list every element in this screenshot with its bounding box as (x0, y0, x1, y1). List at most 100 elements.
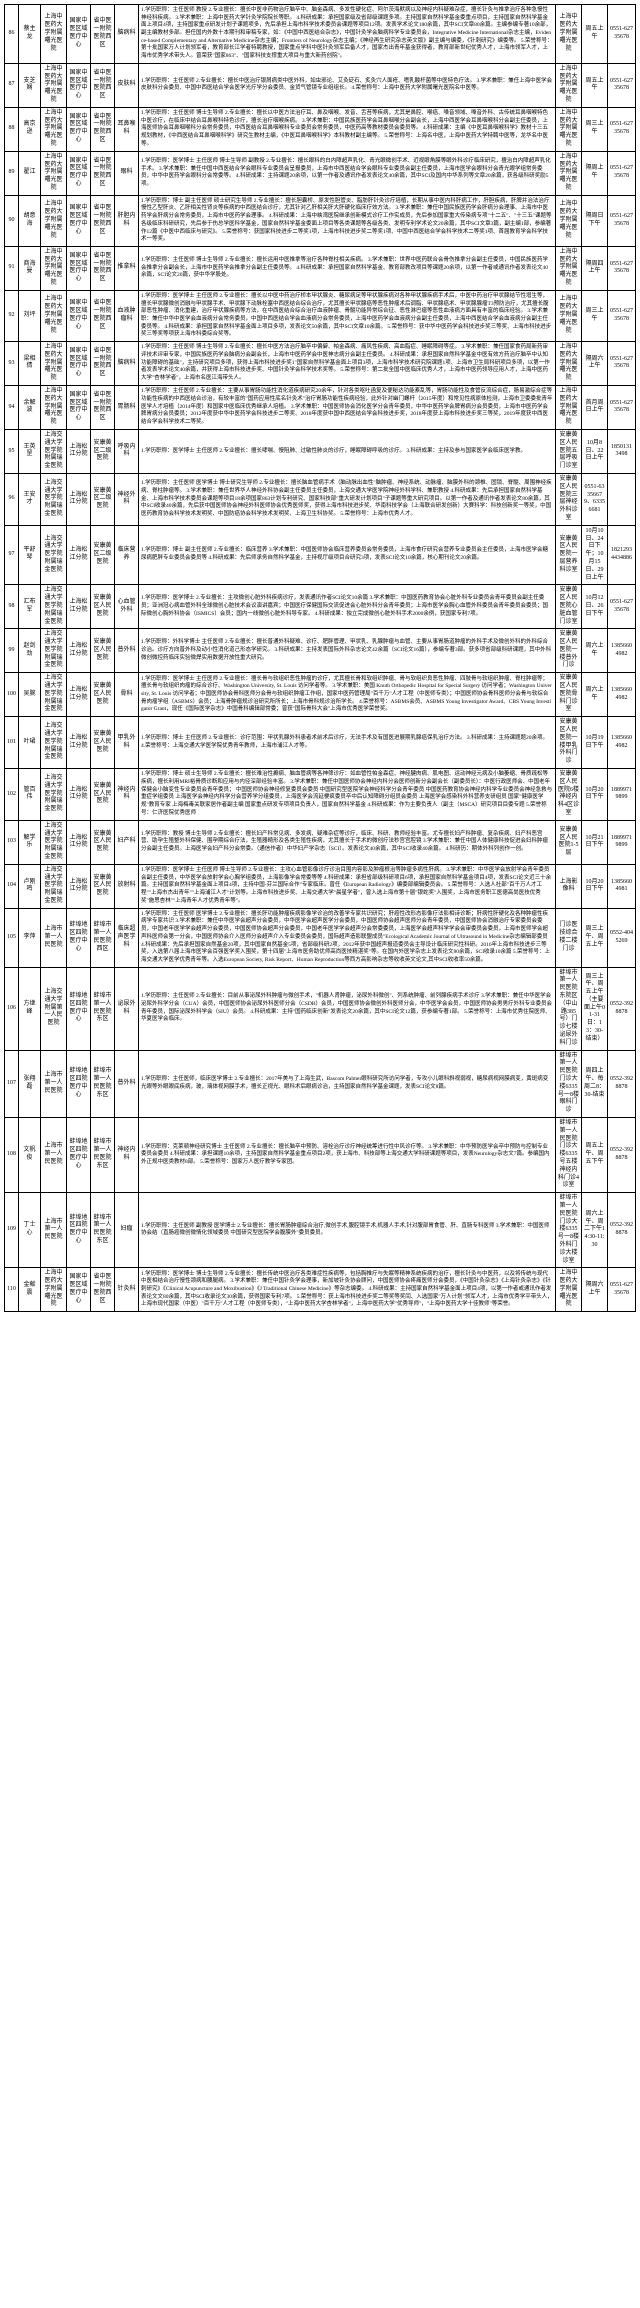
department: 皮肤科 (115, 63, 139, 107)
organization: 国家中医区域医疗中心 (67, 195, 91, 246)
hospital: 上海中医药大学附属曙光医院 (41, 385, 67, 429)
branch: 省中医一附院医院西区 (91, 151, 115, 195)
department: 妇瘤 (115, 1193, 139, 1268)
description: 1.学历职称：主任医师 2.专业擅长：擅长中医治疗银屑病类中医外科，如虫邪论、艾… (139, 63, 556, 107)
description: 1.学历职称：主任医师 博士生导师 2.专业擅长：擅长中医方法治疗脑卒中偏僻、帕… (139, 342, 556, 386)
organization: 国家中医区域医疗中心 (67, 5, 91, 64)
location: 蚌埠市第一人民医院东院区（中山路385号）门诊七楼泌尿外科门诊 (556, 967, 582, 1050)
phone: 0551-62735678 (608, 290, 636, 341)
phone: 0552-3928878 (608, 967, 636, 1050)
location: 安康黄区人民医院一楼普外门诊 (556, 629, 582, 673)
description: 1.学历职称：博士 主任医师 2.专业擅长：诊疗范围：甲状乳腺外科患者术前术后诊… (139, 717, 556, 769)
table-row: 108文帆俊上海市第一人民医院蚌埠地区四院医疗中心蚌埠市第一人民医院东区神经内科… (5, 1117, 636, 1192)
hospital: 上海中医药大学附属曙光医院 (41, 195, 67, 246)
table-row: 105李萍上海市第一人民医院蚌埠地区四院医疗中心蚌埠市第一人民医院西区临床超声医… (5, 908, 636, 967)
schedule: 10月12日、26日下午 (582, 585, 608, 629)
schedule: 10月21日下午 (582, 820, 608, 864)
expert-name: 平舒琴 (19, 525, 41, 585)
hospital: 上海交通大学医学院附属瑞金医院 (41, 629, 67, 673)
row-index: 88 (5, 107, 19, 151)
location: 安康黄区人民医院骨科门诊室 (556, 673, 582, 717)
department: 骨科 (115, 673, 139, 717)
department: 心血管外科 (115, 585, 139, 629)
table-row: 101叶珺上海交通大学医学院附属瑞金医院上海松江分院安康黄区人民医院甲乳外科1.… (5, 717, 636, 769)
table-row: 87支芝娴上海中医药大学附属曙光医院国家中医区域医疗中心省中医一附院医院西区皮肤… (5, 63, 636, 107)
location: 安康黄区人民医院心脏血管门诊室 (556, 585, 582, 629)
schedule: 10月8日、22日上午 (582, 429, 608, 473)
description: 1.学历职称：医学博士 主任医师 2.专业擅长：擅长以中医中药治疗桥本甲状腺炎、… (139, 290, 556, 341)
location: 上海中医药大学附属曙光医院 (556, 290, 582, 341)
location: 上海中医药大学附属曙光医院 (556, 5, 582, 64)
hospital: 上海交通大学医学院附属瑞金医院 (41, 769, 67, 821)
hospital: 上海交通大学附属第一人民医院 (41, 967, 67, 1050)
phone: 0551-62735678 (608, 1268, 636, 1312)
expert-name: 赵剑劲 (19, 629, 41, 673)
organization: 上海松江分院 (67, 525, 91, 585)
row-index: 93 (5, 342, 19, 386)
row-index: 106 (5, 967, 19, 1050)
expert-name: 丁士心 (19, 1193, 41, 1268)
branch: 蚌埠市第一人民医院东区 (91, 967, 115, 1050)
phone: 0551-62735678 (608, 63, 636, 107)
phone: 13856604982 (608, 717, 636, 769)
department: 眼科 (115, 151, 139, 195)
row-index: 87 (5, 63, 19, 107)
organization: 上海松江分院 (67, 820, 91, 864)
expert-name: 高京逊 (19, 107, 41, 151)
department: 推拿科 (115, 246, 139, 290)
location: 上海中医药大学附属曙光医院 (556, 151, 582, 195)
description: 1.学历职称：医学博士 主任医师 2.专业擅长：擅长骨与软组织恶性肿瘤的诊疗，尤… (139, 673, 556, 717)
expert-table: 86蔡主龙上海中医药大学附属曙光医院国家中医区域医疗中心省中医一附院医院西区脑病… (4, 4, 636, 1312)
row-index: 90 (5, 195, 19, 246)
expert-name: 李萍 (19, 908, 41, 967)
department: 普外科 (115, 629, 139, 673)
table-row: 89翟江上海中医药大学附属曙光医院国家中医区域医疗中心省中医一附院医院西区眼科1… (5, 151, 636, 195)
expert-name: 张翔磊 (19, 1050, 41, 1117)
table-row: 104卢刚鸣上海交通大学医学院附属瑞金医院上海松江分院安康黄区人民医院放射科1.… (5, 864, 636, 908)
hospital: 上海中医药大学附属曙光医院 (41, 246, 67, 290)
organization: 上海松江分院 (67, 864, 91, 908)
branch: 省中医一附院医院西区 (91, 195, 115, 246)
phone: 0552-3928878 (608, 1050, 636, 1117)
organization: 国家中医区域医疗中心 (67, 290, 91, 341)
expert-name: 胡意海 (19, 195, 41, 246)
table-row: 91商海曼上海中医药大学附属曙光医院国家中医区域医疗中心省中医一附院医院西区推拿… (5, 246, 636, 290)
description: 1.学历职称：主任医师 博士生导师 2.专业擅长：擅长运用中医推拿等治疗各种脊柱… (139, 246, 556, 290)
schedule: 周三上午、周五上午（主要面上午01-31日：13：30-结束） (582, 967, 608, 1050)
hospital: 上海中医药大学附属曙光医院 (41, 342, 67, 386)
location: 蚌埠市第一人民医院门诊大楼6335号一8楼外科门诊大楼诊室 (556, 1193, 582, 1268)
schedule: 周三上午 (582, 290, 608, 341)
hospital: 上海交通大学医学院附属瑞金医院 (41, 525, 67, 585)
schedule: 周六上午 (582, 673, 608, 717)
row-index: 96 (5, 473, 19, 525)
branch: 安康黄区二级医院 (91, 473, 115, 525)
expert-name: 刘坪 (19, 290, 41, 341)
schedule: 周三上午 (582, 107, 608, 151)
row-index: 86 (5, 5, 19, 64)
expert-name: 金献震 (19, 1268, 41, 1312)
table-row: 92刘坪上海中医药大学附属曙光医院国家中医区域医疗中心省中医一附院医院西区血液肿… (5, 290, 636, 341)
location: 安康黄区人民医院一楼甲乳外科门诊 (556, 717, 582, 769)
description: 1.学历职称：博士 硕士生导师 2.专业擅长：擅长难治性癫痫、脑血管病等各神筛诊… (139, 769, 556, 821)
table-row: 86蔡主龙上海中医药大学附属曙光医院国家中医区域医疗中心省中医一附院医院西区脑病… (5, 5, 636, 64)
location: 上海中医药大学附属曙光医院 (556, 246, 582, 290)
schedule: 隔周六上午 (582, 1268, 608, 1312)
description: 1.学历职称：外科学博士 主任医师 2.专业擅长：擅长普通外科疑难、诊疗、肥胖管… (139, 629, 556, 673)
phone: 0551-62735678 (608, 585, 636, 629)
description: 1.学历职称：主任医师 教授 2.专业擅长：擅长中医非药物治疗脑卒中、脑金森病、… (139, 5, 556, 64)
schedule: 周四上午、每周二8：30-结束 (582, 1050, 608, 1117)
phone: 13856604982 (608, 629, 636, 673)
schedule: 10月20日下午 (582, 769, 608, 821)
location: 安康黄区人民医院6楼神经内科4区诊室 (556, 769, 582, 821)
department: 妇产科 (115, 820, 139, 864)
organization: 上海松江分院 (67, 717, 91, 769)
location: 上海影像科 (556, 864, 582, 908)
phone: 18899719899 (608, 769, 636, 821)
row-index: 91 (5, 246, 19, 290)
table-row: 88高京逊上海中医药大学附属曙光医院国家中医区域医疗中心省中医一附院医院西区耳鼻… (5, 107, 636, 151)
expert-name: 方继峰 (19, 967, 41, 1050)
branch: 省中医一附院医院西区 (91, 385, 115, 429)
expert-name: 梁相倩 (19, 342, 41, 386)
description: 1.学历职称：主任医师 副教授 医学博士 2.专业擅长：擅长胃肠肿瘤综合治疗,微… (139, 1193, 556, 1268)
row-index: 107 (5, 1050, 19, 1117)
